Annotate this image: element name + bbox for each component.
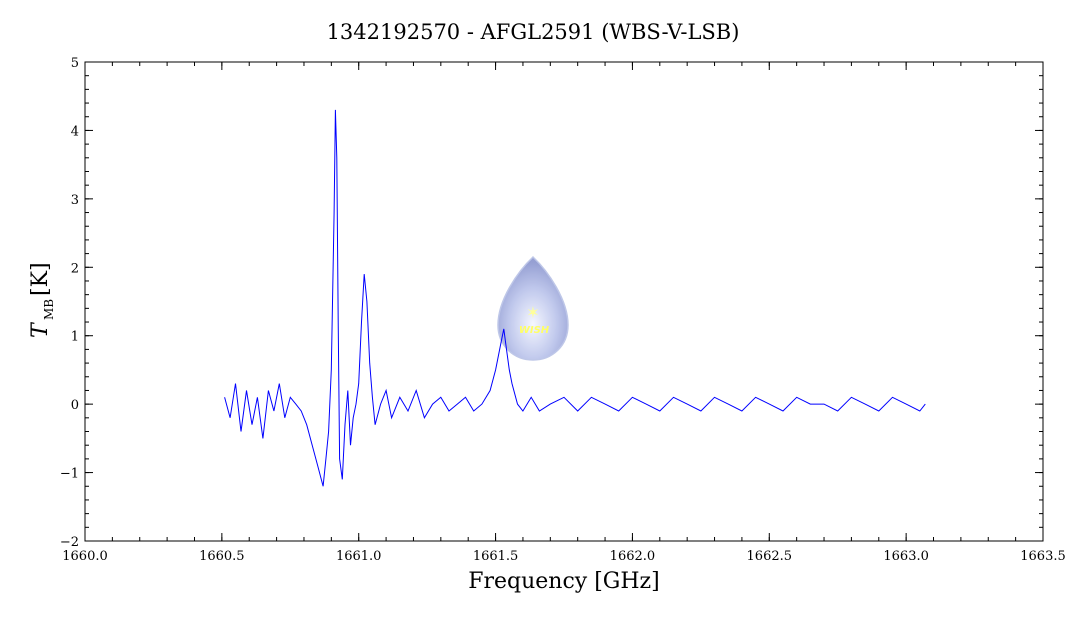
x-tick-label: 1663.0 <box>883 549 929 564</box>
wish-logo: ✶ WISH <box>497 255 569 361</box>
y-tick-label: −1 <box>60 467 79 482</box>
x-tick-label: 1662.5 <box>747 549 793 564</box>
y-tick-label: 5 <box>71 56 79 71</box>
x-tick-labels: 1660.0 1660.5 1661.0 1661.5 1662.0 1662.5 1663… <box>62 549 1066 564</box>
y-tick-label: 1 <box>71 330 79 345</box>
y-axis-label: T MB [K] <box>28 262 56 338</box>
y-axis-label-unit: [K] <box>28 262 53 296</box>
y-tick-labels: −2 −1 0 1 2 3 4 5 <box>60 56 79 550</box>
series-line <box>224 109 926 487</box>
x-tick-label: 1662.0 <box>610 549 656 564</box>
star-icon: ✶ <box>526 305 539 322</box>
droplet-icon <box>497 255 569 361</box>
x-axis-label: Frequency [GHz] <box>468 569 660 594</box>
logo-text: WISH <box>519 325 550 336</box>
spectrum-trace <box>224 109 926 487</box>
y-tick-label: −2 <box>60 535 79 550</box>
chart-title: 1342192570 - AFGL2591 (WBS-V-LSB) <box>327 20 740 44</box>
y-tick-label: 4 <box>71 124 79 139</box>
plot-frame <box>84 61 1044 542</box>
y-tick-label: 2 <box>71 261 79 276</box>
x-tick-label: 1663.5 <box>1020 549 1066 564</box>
y-tick-label: 3 <box>71 193 79 208</box>
axis-ticks <box>84 61 1044 542</box>
x-tick-label: 1660.0 <box>62 549 108 564</box>
x-tick-label: 1661.0 <box>336 549 382 564</box>
y-tick-label: 0 <box>71 398 79 413</box>
y-axis-label-main: T <box>28 321 53 338</box>
y-axis-label-sub: MB <box>42 299 56 320</box>
x-tick-label: 1660.5 <box>199 549 245 564</box>
x-tick-label: 1661.5 <box>473 549 519 564</box>
